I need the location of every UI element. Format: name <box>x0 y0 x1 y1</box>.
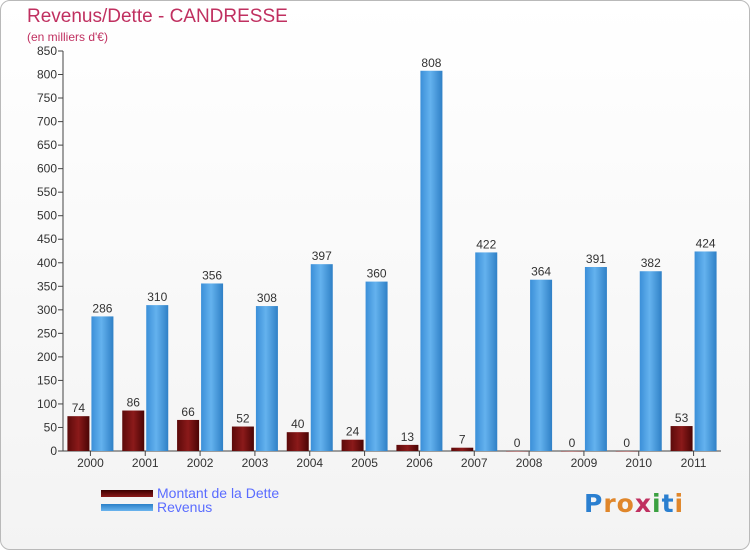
proxiti-logo: Proxiti <box>584 489 685 518</box>
bar-revenus <box>584 267 607 451</box>
chart-title: Revenus/Dette - CANDRESSE <box>27 6 288 27</box>
y-tick-label: 150 <box>37 373 57 387</box>
data-label-debt: 0 <box>623 436 630 450</box>
y-tick-label: 750 <box>37 91 57 105</box>
bar-revenus <box>530 279 553 451</box>
y-tick-label: 300 <box>37 303 57 317</box>
data-label-debt: 66 <box>181 405 195 419</box>
data-label-revenus: 382 <box>641 256 661 270</box>
bar-debt <box>286 432 309 451</box>
data-label-revenus: 356 <box>202 268 222 282</box>
y-tick-label: 400 <box>37 256 57 270</box>
legend-swatch-debt <box>101 489 153 497</box>
bar-debt <box>122 410 145 451</box>
bar-debt <box>506 451 529 452</box>
y-tick-label: 450 <box>37 232 57 246</box>
y-tick-label: 650 <box>37 138 57 152</box>
legend-item-debt: Montant de la Dette <box>101 485 280 501</box>
y-tick-label: 0 <box>50 444 57 458</box>
bar-revenus <box>255 306 278 451</box>
y-tick-label: 200 <box>37 350 57 364</box>
bar-revenus <box>475 252 498 451</box>
y-tick-label: 850 <box>37 44 57 58</box>
legend-label-revenus: Revenus <box>157 499 213 515</box>
data-label-debt: 13 <box>401 430 415 444</box>
y-tick-label: 500 <box>37 209 57 223</box>
data-label-debt: 7 <box>459 433 466 447</box>
bar-debt <box>560 451 583 452</box>
data-label-debt: 52 <box>236 412 250 426</box>
x-tick-label: 2011 <box>681 456 707 470</box>
bar-revenus <box>146 305 169 451</box>
legend-item-revenus: Revenus <box>101 499 279 515</box>
legend: Montant de la Dette Revenus <box>101 485 280 515</box>
y-tick-label: 550 <box>37 185 57 199</box>
y-tick-label: 350 <box>37 279 57 293</box>
data-label-revenus: 397 <box>312 249 332 263</box>
data-label-debt: 53 <box>675 411 689 425</box>
x-tick-label: 2004 <box>296 456 323 470</box>
x-tick-label: 2003 <box>242 456 269 470</box>
data-label-debt: 40 <box>291 417 305 431</box>
bar-debt <box>451 447 474 451</box>
data-label-debt: 86 <box>127 396 141 410</box>
data-label-debt: 0 <box>569 436 576 450</box>
data-label-revenus: 391 <box>586 252 606 266</box>
data-label-revenus: 308 <box>257 291 277 305</box>
chart-subtitle: (en milliers d'€) <box>27 30 108 44</box>
y-tick-label: 50 <box>44 420 58 434</box>
legend-swatch-revenus <box>101 503 153 511</box>
data-label-debt: 0 <box>514 436 521 450</box>
bar-revenus <box>694 251 717 451</box>
y-tick-label: 250 <box>37 326 57 340</box>
bar-debt <box>231 426 254 451</box>
x-tick-label: 2005 <box>351 456 378 470</box>
bar-debt <box>177 419 200 451</box>
x-tick-label: 2001 <box>132 456 159 470</box>
data-label-revenus: 422 <box>476 237 496 251</box>
bar-debt <box>67 416 90 451</box>
x-tick-label: 2006 <box>406 456 433 470</box>
y-tick-label: 800 <box>37 68 57 82</box>
legend-label-debt: Montant de la Dette <box>157 485 280 501</box>
data-label-revenus: 424 <box>696 236 716 250</box>
data-label-revenus: 310 <box>147 290 167 304</box>
bar-debt <box>396 444 419 451</box>
data-label-debt: 24 <box>346 425 360 439</box>
bar-debt <box>615 451 638 452</box>
bar-revenus <box>310 264 333 451</box>
bar-debt <box>670 426 693 451</box>
x-tick-label: 2002 <box>187 456 214 470</box>
data-label-revenus: 364 <box>531 265 551 279</box>
x-tick-label: 2007 <box>461 456 488 470</box>
data-label-revenus: 360 <box>367 267 387 281</box>
data-label-revenus: 286 <box>92 301 112 315</box>
bar-revenus <box>639 271 662 451</box>
bar-revenus <box>365 281 388 451</box>
y-tick-label: 700 <box>37 115 57 129</box>
data-label-revenus: 808 <box>421 56 441 70</box>
bar-revenus <box>91 316 114 451</box>
bar-revenus <box>420 70 443 451</box>
x-tick-label: 2008 <box>516 456 543 470</box>
x-tick-label: 2000 <box>77 456 104 470</box>
y-tick-label: 100 <box>37 397 57 411</box>
x-tick-label: 2010 <box>625 456 652 470</box>
x-tick-label: 2009 <box>571 456 598 470</box>
data-label-debt: 74 <box>72 401 86 415</box>
y-tick-label: 600 <box>37 162 57 176</box>
bar-debt <box>341 439 364 451</box>
bar-revenus <box>201 283 224 451</box>
